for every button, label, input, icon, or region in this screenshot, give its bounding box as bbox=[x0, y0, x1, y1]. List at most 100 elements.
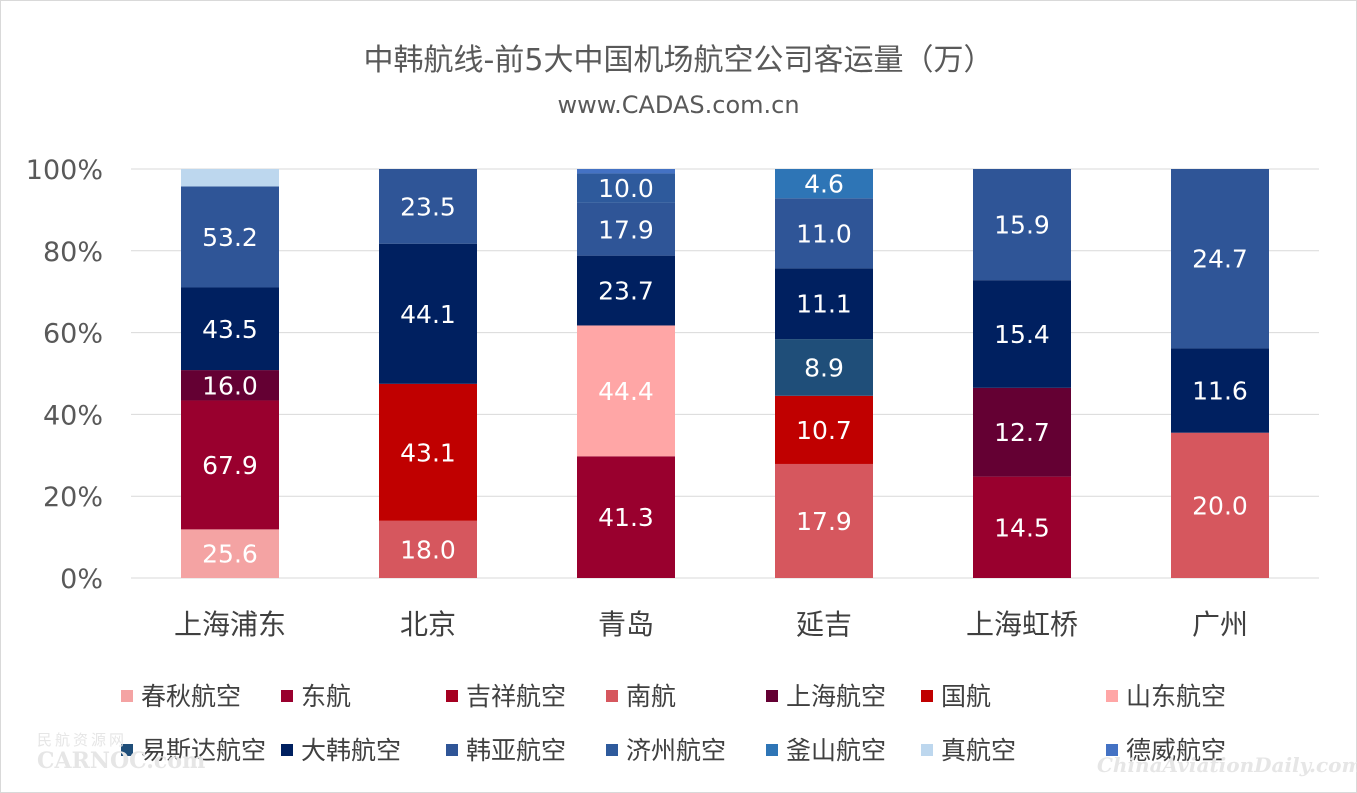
data-label: 10.0 bbox=[598, 174, 654, 203]
bar-segment bbox=[1171, 169, 1269, 349]
legend-item: 真航空 bbox=[921, 731, 1016, 767]
data-label: 67.9 bbox=[202, 451, 258, 480]
legend-label: 东航 bbox=[301, 682, 352, 711]
bar-segment bbox=[379, 169, 477, 244]
bar-segment bbox=[577, 173, 675, 203]
legend-swatch bbox=[446, 744, 458, 756]
bar-segment bbox=[775, 169, 873, 199]
legend-item: 济州航空 bbox=[606, 731, 726, 767]
china-aviation-daily-watermark: ChinaAviationDaily.com bbox=[1097, 753, 1357, 777]
bar-segment bbox=[181, 186, 279, 288]
bar-segment bbox=[181, 370, 279, 401]
data-label: 10.7 bbox=[796, 416, 852, 445]
bar-segment bbox=[379, 243, 477, 384]
data-label: 11.6 bbox=[1192, 377, 1248, 406]
data-label: 15.9 bbox=[994, 211, 1050, 240]
y-tick-label: 20% bbox=[43, 482, 103, 513]
x-tick-label: 青岛 bbox=[598, 608, 654, 641]
legend-label: 国航 bbox=[941, 682, 992, 711]
bar-segment bbox=[181, 287, 279, 371]
legend-item: 南航 bbox=[606, 677, 676, 713]
legend-item: 韩亚航空 bbox=[446, 731, 566, 767]
legend-label: 韩亚航空 bbox=[466, 736, 567, 765]
data-label: 53.2 bbox=[202, 223, 258, 252]
legend-label: 济州航空 bbox=[626, 736, 727, 765]
bars: 25.6 67.9 16.0 43.5 53.2 18.0 43.1 44.1 23.5 41.3… bbox=[181, 169, 1269, 578]
y-tick-label: 40% bbox=[43, 400, 103, 431]
legend-item: 易斯达航空 bbox=[121, 731, 266, 767]
legend-swatch bbox=[1106, 744, 1118, 756]
legend-item: 国航 bbox=[921, 677, 991, 713]
x-tick-label: 北京 bbox=[400, 608, 456, 641]
legend-swatch bbox=[921, 744, 933, 756]
bar-segment bbox=[1171, 432, 1269, 578]
carnoc-watermark: 民航资源网 CARNOC.com bbox=[37, 731, 206, 774]
data-label: 11.1 bbox=[796, 290, 852, 319]
data-label: 23.7 bbox=[598, 277, 654, 306]
legend-swatch bbox=[766, 690, 778, 702]
legend-label: 山东航空 bbox=[1126, 682, 1227, 711]
y-tick-label: 60% bbox=[43, 319, 103, 350]
legend-swatch bbox=[1106, 690, 1118, 702]
legend-swatch bbox=[606, 690, 618, 702]
legend-swatch bbox=[121, 690, 133, 702]
data-label: 23.5 bbox=[400, 192, 456, 221]
legend-label: 吉祥航空 bbox=[466, 682, 567, 711]
x-tick-label: 延吉 bbox=[796, 608, 852, 641]
data-label: 14.5 bbox=[994, 513, 1050, 542]
data-label: 11.0 bbox=[796, 219, 852, 248]
bar-segment bbox=[577, 202, 675, 256]
data-label: 17.9 bbox=[796, 507, 852, 536]
bar-segment bbox=[577, 456, 675, 578]
y-tick-label: 80% bbox=[43, 237, 103, 268]
legend-item: 吉祥航空 bbox=[446, 677, 566, 713]
bar-segment bbox=[181, 400, 279, 530]
bar-segment bbox=[379, 520, 477, 578]
data-label: 15.4 bbox=[994, 320, 1050, 349]
data-label: 8.9 bbox=[804, 353, 844, 382]
legend-label: 上海航空 bbox=[786, 682, 887, 711]
bar-segment bbox=[973, 476, 1071, 578]
legend-swatch bbox=[766, 744, 778, 756]
x-tick-label: 广州 bbox=[1192, 608, 1248, 641]
chart-subtitle: www.CADAS.com.cn bbox=[557, 91, 800, 119]
data-label: 41.3 bbox=[598, 503, 654, 532]
legend-label: 真航空 bbox=[941, 736, 1017, 765]
y-tick-label: 100% bbox=[26, 155, 103, 186]
legend-swatch bbox=[921, 690, 933, 702]
bar-segment bbox=[577, 325, 675, 457]
data-label: 20.0 bbox=[1192, 491, 1248, 520]
data-label: 44.1 bbox=[400, 300, 456, 329]
data-label: 4.6 bbox=[804, 170, 844, 199]
bar-segment bbox=[775, 463, 873, 578]
legend-item: 山东航空 bbox=[1106, 677, 1226, 713]
bar-segment bbox=[379, 383, 477, 521]
legend-label: 大韩航空 bbox=[301, 736, 402, 765]
bar-segment bbox=[577, 169, 675, 174]
legend-label: 釜山航空 bbox=[786, 736, 887, 765]
legend-item: 德威航空 bbox=[1106, 731, 1226, 767]
bar-segment bbox=[775, 198, 873, 269]
gridlines bbox=[131, 168, 1319, 579]
data-label: 43.1 bbox=[400, 438, 456, 467]
bar-segment bbox=[973, 387, 1071, 477]
legend-item: 春秋航空 bbox=[121, 677, 241, 713]
chart-title: 中韩航线-前5大中国机场航空公司客运量（万） bbox=[363, 43, 994, 78]
y-axis: 0% 20% 40% 60% 80% 100% bbox=[26, 155, 103, 595]
legend-label: 春秋航空 bbox=[141, 682, 242, 711]
data-label: 17.9 bbox=[598, 215, 654, 244]
legend-item: 釜山航空 bbox=[766, 731, 886, 767]
legend-label: 易斯达航空 bbox=[141, 736, 267, 765]
legend-swatch bbox=[281, 690, 293, 702]
bar-segment bbox=[181, 169, 279, 187]
bar-segment bbox=[775, 395, 873, 464]
legend-swatch bbox=[281, 744, 293, 756]
bar-segment bbox=[775, 339, 873, 396]
legend-item: 东航 bbox=[281, 677, 351, 713]
x-tick-label: 上海虹桥 bbox=[966, 608, 1078, 641]
data-label: 18.0 bbox=[400, 535, 456, 564]
legend-label: 南航 bbox=[626, 682, 677, 711]
legend-swatch bbox=[606, 744, 618, 756]
x-axis: 上海浦东 北京 青岛 延吉 上海虹桥 广州 bbox=[174, 608, 1248, 641]
